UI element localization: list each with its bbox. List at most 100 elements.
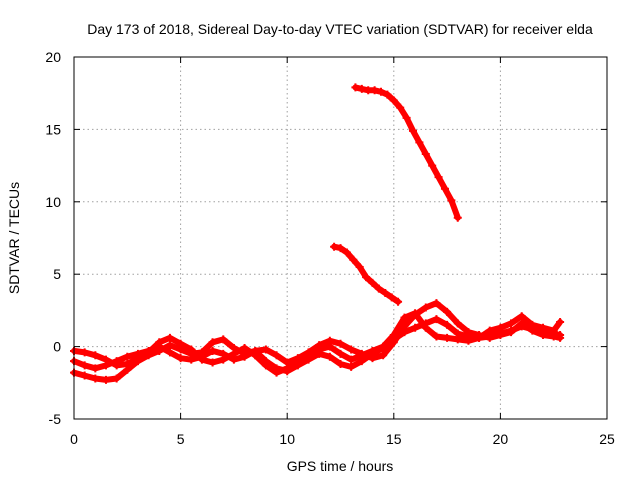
data-point [507,319,516,328]
data-point [379,351,388,360]
data-point [304,351,313,360]
data-point [325,352,334,361]
data-point [123,352,132,361]
data-point [402,113,411,122]
data-point [387,293,396,302]
y-tick-label: 20 [45,49,61,65]
data-point [517,312,526,321]
data-point [368,346,377,355]
data-point [539,323,548,332]
data-point [144,348,153,357]
data-point [112,374,121,383]
data-point [240,344,249,353]
data-point [347,355,356,364]
data-point [517,319,526,328]
data-point [539,331,548,340]
data-point [374,284,383,293]
data-point [496,323,505,332]
data-point [165,341,174,350]
data-point [447,196,456,205]
data-point [443,307,452,316]
series-line [71,310,564,376]
series-track-e [351,83,462,222]
data-point [176,339,185,348]
data-point [464,336,473,345]
chart-title: Day 173 of 2018, Sidereal Day-to-day VTE… [87,21,593,37]
data-point [251,351,260,360]
series-track-c [70,309,565,377]
data-point [229,349,238,358]
data-point [208,346,217,355]
data-point [91,351,100,360]
data-point [80,361,89,370]
data-point [485,333,494,342]
data-point [389,331,398,340]
data-point [219,355,228,364]
data-point [394,297,403,306]
data-point [556,333,565,342]
data-point [133,354,142,363]
data-point [272,351,281,360]
plot-frame [73,56,608,420]
data-point [411,309,420,318]
data-point [464,328,473,337]
data-point [421,323,430,332]
data-point [432,299,441,308]
data-point [101,355,110,364]
data-point [368,354,377,363]
y-tick-label: 0 [53,339,61,355]
data-point [315,345,324,354]
series-track-b [70,299,565,373]
x-tick-label: 10 [279,431,295,447]
data-point [432,315,441,324]
data-point [556,317,565,326]
x-axis-label: GPS time / hours [287,458,394,474]
data-point [357,84,366,93]
data-point [443,333,452,342]
data-point [325,342,334,351]
y-tick-label: 15 [45,121,61,137]
data-point [197,355,206,364]
x-tick-label: 15 [386,431,402,447]
data-point [443,320,452,329]
data-point [347,362,356,371]
data-point [123,359,132,368]
data-point [208,338,217,347]
y-tick-label: 5 [53,266,61,282]
data-point [475,333,484,342]
data-point [440,184,449,193]
y-tick-label: 10 [45,194,61,210]
data-point [208,358,217,367]
data-point [342,248,351,257]
data-point [219,335,228,344]
data-point [377,87,386,96]
data-point [240,352,249,361]
data-point [336,359,345,368]
data-point [355,262,364,271]
data-point [272,368,281,377]
data-point [80,348,89,357]
data-point [389,96,398,105]
data-point [336,244,345,253]
x-tick-label: 25 [599,431,615,447]
x-tick-label: 20 [493,431,509,447]
data-point [351,83,360,92]
data-point [383,90,392,99]
data-point [91,374,100,383]
series-line [352,84,461,221]
data-point [400,313,409,322]
data-point [261,361,270,370]
data-point [528,320,537,329]
data-point [421,150,430,159]
data-point [408,126,417,135]
x-tick-label: 0 [70,431,78,447]
data-point [80,371,89,380]
data-point [187,355,196,364]
data-point [155,338,164,347]
data-point [370,86,379,95]
data-point [165,333,174,342]
data-point [261,345,270,354]
series-layer [70,83,565,384]
data-point [165,348,174,357]
x-tick-label: 5 [177,431,185,447]
